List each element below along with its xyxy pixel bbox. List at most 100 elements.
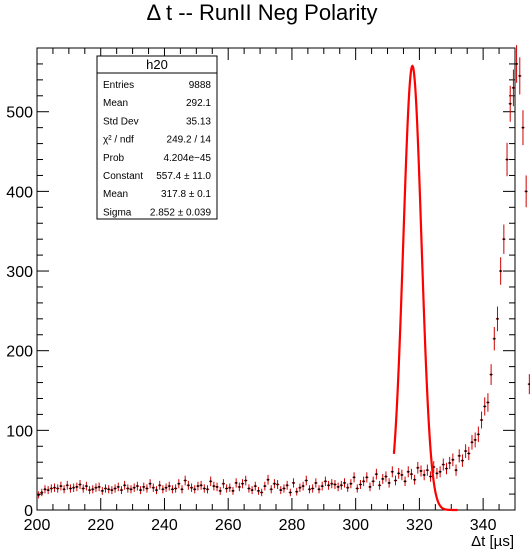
data-point: [250, 486, 254, 495]
data-point: [119, 486, 124, 495]
data-point: [269, 485, 273, 494]
data-point: [81, 484, 85, 493]
data-point: [94, 483, 98, 492]
stats-row-value: 35.13: [186, 116, 211, 127]
data-point: [365, 472, 369, 483]
y-tick-label: 100: [6, 423, 33, 440]
data-point: [358, 480, 363, 490]
stats-row-label: Prob: [103, 153, 125, 164]
data-point: [317, 485, 321, 494]
data-point: [311, 484, 315, 493]
tick-labels: 200 220 240 260 280 300 320 340 0 100 200 300 400 500: [6, 105, 496, 534]
data-point: [422, 469, 426, 481]
data-point: [330, 479, 334, 489]
y-tick-label: 300: [6, 264, 33, 281]
stats-row-label: Entries: [103, 80, 134, 91]
data-point: [349, 479, 353, 489]
data-point: [177, 479, 181, 489]
data-point: [180, 485, 184, 494]
data-point: [84, 481, 88, 491]
stats-row-label: Mean: [103, 189, 128, 200]
data-point: [371, 476, 375, 487]
stats-row-label: Sigma: [103, 207, 132, 218]
data-point: [384, 471, 388, 482]
data-point: [193, 485, 197, 494]
data-point: [464, 444, 468, 458]
data-point: [505, 142, 509, 177]
data-point: [231, 486, 235, 495]
data-point: [91, 485, 95, 494]
data-point: [314, 478, 318, 488]
data-point: [189, 483, 194, 492]
data-point: [515, 45, 519, 83]
data-point: [486, 393, 490, 412]
data-point: [62, 485, 66, 494]
data-point: [413, 474, 417, 485]
data-point: [52, 483, 57, 492]
data-point: [218, 486, 222, 495]
data-point: [212, 481, 216, 491]
data-point: [132, 483, 136, 492]
data-point: [444, 462, 449, 475]
data-point: [387, 478, 391, 488]
data-point: [295, 487, 299, 496]
x-tick-label: 340: [470, 517, 497, 534]
data-point: [129, 485, 133, 494]
data-point: [135, 481, 139, 491]
data-point: [43, 485, 47, 494]
data-point: [502, 224, 506, 254]
data-point: [221, 479, 226, 489]
data-point: [298, 483, 302, 492]
stats-box-title: h20: [146, 57, 168, 72]
stats-row-value: 292.1: [186, 98, 211, 109]
data-point: [483, 397, 487, 416]
data-point: [479, 411, 484, 429]
data-point: [244, 475, 248, 486]
data-point: [438, 466, 442, 478]
data-point: [151, 483, 155, 492]
data-point: [46, 486, 50, 495]
data-point: [174, 484, 178, 493]
data-point: [142, 482, 146, 492]
data-point: [448, 456, 452, 470]
data-point: [196, 481, 200, 491]
data-point: [428, 471, 433, 482]
data-point: [279, 486, 283, 495]
data-point: [346, 483, 350, 492]
data-point: [199, 480, 203, 490]
data-point: [237, 482, 241, 492]
data-point: [333, 480, 337, 490]
data-point: [145, 484, 149, 493]
data-point: [511, 69, 515, 107]
stats-row-label: Mean: [103, 98, 128, 109]
data-point: [495, 306, 500, 332]
data-point: [489, 364, 493, 385]
data-point: [107, 485, 111, 494]
data-point: [390, 466, 394, 478]
data-point: [403, 476, 407, 487]
data-point: [56, 484, 60, 493]
y-tick-label: 200: [6, 344, 33, 361]
data-point: [253, 481, 257, 491]
data-point: [362, 476, 366, 487]
data-point: [110, 486, 114, 495]
data-point: [291, 478, 296, 488]
data-point: [352, 472, 356, 483]
data-point: [247, 484, 251, 493]
stats-box-frame: [96, 55, 218, 220]
data-point: [158, 480, 162, 490]
data-point: [225, 484, 229, 493]
data-point: [205, 485, 210, 494]
data-point: [460, 454, 465, 467]
data-point: [521, 110, 525, 146]
x-tick-label: 260: [215, 517, 242, 534]
stats-row-value: 317.8 ± 0.1: [161, 189, 211, 200]
stats-row-label: Std Dev: [103, 116, 139, 127]
data-point: [87, 486, 92, 495]
chart-title: Δ t -- RunII Neg Polarity: [146, 0, 377, 25]
data-point: [240, 479, 245, 489]
data-point: [355, 484, 359, 493]
data-point: [100, 486, 104, 495]
x-axis-label: Δt [µs]: [471, 533, 514, 550]
data-point: [304, 475, 308, 486]
